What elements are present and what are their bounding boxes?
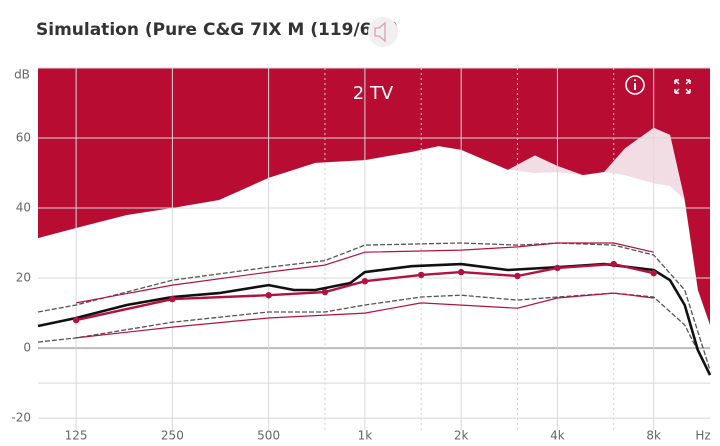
x-tick-label: 125	[65, 429, 88, 443]
point	[650, 269, 657, 277]
x-tick-label: 500	[257, 429, 280, 443]
info-icon	[625, 75, 645, 95]
speaker-button[interactable]	[368, 17, 398, 47]
point	[610, 260, 617, 268]
x-tick-label: 4k	[550, 429, 565, 443]
y-tick-label: 60	[16, 131, 31, 145]
point	[514, 272, 521, 280]
point	[457, 268, 465, 276]
y-tick-label: -20	[11, 411, 31, 425]
title: Simulation (Pure C&G 7IX M (119/60))	[36, 20, 399, 40]
x-tick-label: 1k	[358, 429, 373, 443]
curve	[37, 262, 712, 376]
plot: -20 0 20 40 60 125 250 500 1k 2k 4k 8k 2 TV	[11, 67, 712, 443]
x-tick-label: 250	[161, 429, 184, 443]
point	[321, 288, 329, 296]
point	[265, 292, 272, 299]
curve	[76, 292, 654, 339]
threshold-area	[38, 68, 710, 325]
curve	[37, 292, 711, 376]
y-tick-label: 40	[16, 201, 31, 215]
x-tick-label: 2k	[454, 429, 469, 443]
y-axis-label: dB	[14, 68, 30, 82]
program-label: 2 TV	[353, 83, 394, 104]
expand-glyph	[674, 79, 691, 94]
uncomfortable-band	[507, 127, 685, 200]
curve	[37, 242, 711, 371]
y-tick-label: 20	[16, 271, 31, 285]
y-tick-label: 0	[23, 341, 31, 355]
point	[418, 271, 425, 279]
info-button[interactable]	[625, 75, 645, 95]
point	[169, 295, 176, 303]
curve	[75, 242, 654, 304]
point	[72, 316, 80, 324]
point	[554, 264, 561, 272]
point	[361, 278, 369, 285]
expand-button[interactable]	[674, 79, 691, 94]
x-tick-label: 8k	[646, 429, 661, 443]
x-axis-label: Hz	[695, 429, 710, 443]
